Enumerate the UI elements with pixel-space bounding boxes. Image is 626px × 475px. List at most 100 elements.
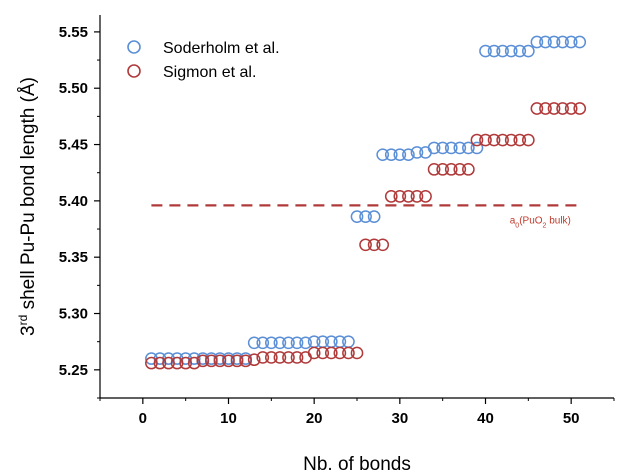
series-sigmon [145,102,587,370]
data-point [393,190,407,203]
data-point [419,190,432,203]
data-point [436,141,450,155]
data-point [196,354,210,368]
data-point [564,102,578,115]
data-point [479,44,492,58]
data-point [479,133,492,147]
data-point [256,351,270,364]
data-point [470,141,484,155]
data-point [539,102,552,115]
data-point [402,190,415,203]
reference-line-label: a0(PuO2 bulk) [510,215,571,229]
legend-marker [127,64,141,78]
data-point [547,35,561,49]
data-point [247,353,261,367]
data-point [547,102,561,115]
data-point [436,162,450,176]
y-tick-label: 5.55 [59,24,88,41]
data-point [307,346,321,360]
axis-titles: Nb. of bonds 3rd shell Pu-Pu bond length … [16,77,411,475]
x-tick-label: 20 [306,410,323,427]
data-point [521,44,535,58]
data-point [513,133,527,147]
data-point [564,35,578,49]
data-point [376,238,390,252]
data-point [299,336,312,350]
y-tick-label: 5.25 [59,362,88,379]
data-point [513,44,527,58]
series-soderholm [145,35,587,365]
data-point [470,133,484,147]
data-point [444,162,458,176]
data-point [402,148,415,162]
data-point [179,356,193,370]
data-point [419,146,432,159]
legend-label: Sigmon et al. [163,64,256,81]
data-point [453,141,467,155]
data-point [496,44,509,58]
data-point [213,354,227,368]
data-point [521,133,535,147]
data-point [444,141,458,155]
data-point [504,44,518,58]
data-point [170,356,184,370]
data-points [145,35,587,370]
data-point [264,351,278,364]
data-point [427,162,441,176]
x-tick-label: 10 [220,410,237,427]
y-tick-label: 5.40 [59,193,88,210]
data-point [487,44,501,58]
data-point [393,148,407,162]
data-point [282,336,295,350]
data-point [239,354,252,368]
y-tick-label: 5.45 [59,137,88,154]
data-point [162,356,175,370]
data-point [350,346,364,360]
data-point [273,351,287,364]
data-point [530,35,544,49]
data-point [359,210,372,223]
x-tick-label: 50 [563,410,580,427]
reference-line-group: a0(PuO2 bulk) [151,204,580,229]
data-point [342,335,355,349]
data-point [187,356,201,370]
data-point [367,238,381,252]
data-point [342,346,355,360]
y-tick-label: 5.30 [59,306,88,323]
x-tick-label: 0 [139,410,147,427]
y-tick-label: 5.35 [59,249,88,266]
data-point [222,354,235,368]
data-point [350,210,364,223]
data-point [324,346,338,360]
x-tick-label: 40 [477,410,494,427]
data-point [316,346,330,360]
data-point [230,354,244,368]
data-point [384,190,398,203]
data-point [410,190,424,203]
data-point [462,162,475,176]
data-point [290,336,304,350]
x-axis-title: Nb. of bonds [303,454,411,475]
data-point [487,133,501,147]
y-axis-title: 3rd shell Pu-Pu bond length (Å) [16,77,39,336]
data-point [273,336,287,350]
data-point [282,351,295,364]
data-point [247,336,261,350]
data-point [539,35,552,49]
data-point [453,162,467,176]
data-point [427,141,441,155]
legend-marker [127,40,141,54]
x-tick-label: 30 [391,410,408,427]
data-point [205,354,218,368]
data-point [367,210,381,223]
data-point [145,356,158,370]
legend-label: Soderholm et al. [163,40,280,57]
data-point [299,351,312,364]
data-point [573,102,587,115]
data-point [359,238,372,252]
data-point [496,133,509,147]
data-point [333,346,347,360]
data-point [384,148,398,162]
y-tick-label: 5.50 [59,80,88,97]
